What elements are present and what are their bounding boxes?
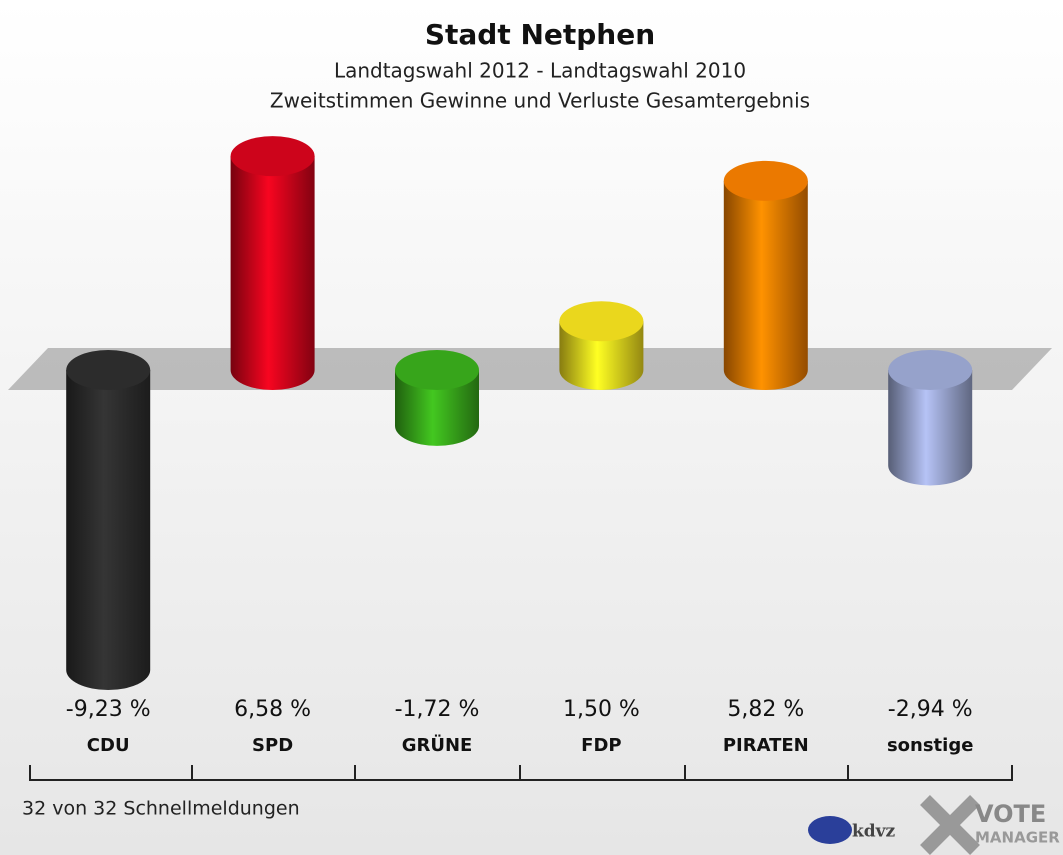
bar-top bbox=[230, 136, 315, 177]
value-label: -1,72 % bbox=[395, 697, 480, 722]
x-tick-label: FDP bbox=[581, 735, 621, 756]
logo-cross bbox=[920, 795, 980, 855]
logo-text: kdvz bbox=[852, 822, 896, 842]
footer: 32 von 32 Schnellmeldungen bbox=[22, 798, 300, 820]
category-brackets bbox=[29, 765, 1013, 781]
bar bbox=[723, 180, 808, 390]
bar bbox=[66, 370, 151, 690]
bar-top bbox=[66, 350, 151, 390]
bar-top bbox=[723, 160, 808, 201]
bar-top bbox=[559, 301, 644, 342]
bar-top bbox=[888, 350, 973, 390]
value-label: -9,23 % bbox=[66, 697, 151, 722]
value-label: 5,82 % bbox=[727, 697, 804, 722]
bar bbox=[230, 156, 315, 390]
bar-top bbox=[395, 350, 479, 390]
chart-subtitle: Landtagswahl 2012 - Landtagswahl 2010 bbox=[334, 59, 746, 83]
logo-text: VOTE bbox=[975, 800, 1046, 828]
bar bbox=[395, 370, 479, 446]
value-label: 6,58 % bbox=[234, 697, 311, 722]
chart-subtitle: Zweitstimmen Gewinne und Verluste Gesamt… bbox=[270, 89, 810, 113]
chart-title: Stadt Netphen bbox=[425, 18, 655, 51]
value-label: 1,50 % bbox=[563, 697, 640, 722]
bar bbox=[888, 370, 973, 486]
bars bbox=[66, 136, 973, 690]
x-tick-label: CDU bbox=[87, 735, 130, 756]
x-tick-label: GRÜNE bbox=[402, 734, 473, 756]
x-tick-label: SPD bbox=[252, 735, 293, 756]
logo-icon bbox=[808, 816, 852, 844]
value-label: -2,94 % bbox=[888, 697, 973, 722]
x-tick-label: sonstige bbox=[887, 735, 973, 756]
logo-text: MANAGER bbox=[975, 829, 1060, 847]
x-tick-label: PIRATEN bbox=[723, 735, 809, 756]
